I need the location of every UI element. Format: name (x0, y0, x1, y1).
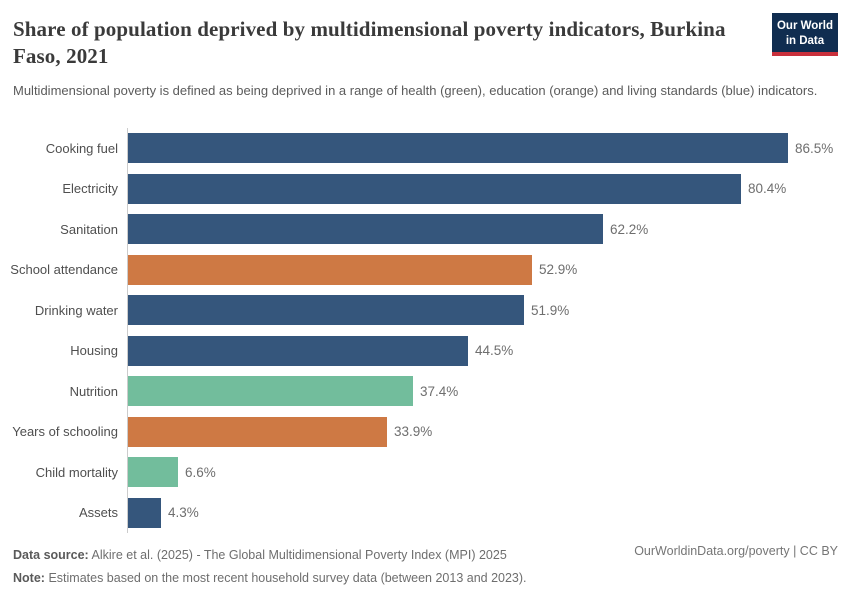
bar[interactable] (128, 254, 532, 285)
owid-logo-line1: Our World (776, 20, 833, 32)
bar-row: Cooking fuel 86.5% (0, 128, 850, 169)
bar-row: Years of schooling 33.9% (0, 411, 850, 452)
bar-track: 33.9% (127, 411, 850, 452)
owid-logo[interactable]: Our World in Data (771, 13, 838, 56)
value-label: 33.9% (394, 424, 433, 440)
value-label: 52.9% (539, 262, 578, 278)
chart-footer: Data source: Alkire et al. (2025) - The … (13, 544, 838, 589)
category-label: Cooking fuel (45, 140, 118, 156)
bar[interactable] (128, 133, 788, 164)
bar-chart: Cooking fuel 86.5% Electricity 80.4% Sanitat… (0, 128, 850, 533)
note-text: Estimates based on the most recent house… (48, 570, 527, 585)
data-source-label: Data source: (13, 548, 89, 562)
category-label: Housing (70, 343, 118, 359)
bar[interactable] (128, 173, 741, 204)
chart-header: Share of population deprived by multidim… (13, 13, 838, 101)
value-label: 4.3% (168, 505, 199, 521)
bar[interactable] (128, 457, 178, 488)
value-label: 62.2% (610, 221, 649, 237)
value-label: 6.6% (185, 464, 216, 480)
category-label: Drinking water (34, 302, 118, 318)
bar-track: 6.6% (127, 452, 850, 493)
value-label: 86.5% (795, 140, 834, 156)
data-source-line: Data source: Alkire et al. (2025) - The … (13, 544, 527, 567)
bar-track: 80.4% (127, 168, 850, 209)
chart-subtitle: Multidimensional poverty is defined as b… (13, 83, 818, 99)
category-label: School attendance (10, 262, 118, 278)
value-label: 37.4% (420, 383, 459, 399)
bar-row: Drinking water 51.9% (0, 290, 850, 331)
owid-license-link[interactable]: OurWorldinData.org/poverty | CC BY (634, 544, 838, 558)
note-line: Note: Estimates based on the most recent… (13, 567, 527, 590)
bar-row: School attendance 52.9% (0, 249, 850, 290)
note-label: Note: (13, 570, 45, 585)
bar[interactable] (128, 214, 603, 245)
bar-track: 44.5% (127, 330, 850, 371)
bar[interactable] (128, 295, 524, 326)
bar-track: 4.3% (127, 492, 850, 533)
bar[interactable] (128, 416, 387, 447)
bar-row: Nutrition 37.4% (0, 371, 850, 412)
bar-track: 62.2% (127, 209, 850, 250)
data-source-text: Alkire et al. (2025) - The Global Multid… (91, 548, 507, 562)
category-label: Child mortality (35, 464, 118, 480)
bar-track: 52.9% (127, 249, 850, 290)
bar[interactable] (128, 335, 468, 366)
footer-notes: Data source: Alkire et al. (2025) - The … (13, 544, 527, 589)
bar-row: Sanitation 62.2% (0, 209, 850, 250)
value-label: 44.5% (475, 343, 514, 359)
bar-row: Electricity 80.4% (0, 168, 850, 209)
bar-track: 37.4% (127, 371, 850, 412)
owid-logo-line2: in Data (785, 34, 825, 47)
bar-track: 51.9% (127, 290, 850, 331)
bar-row: Child mortality 6.6% (0, 452, 850, 493)
bar-row: Housing 44.5% (0, 330, 850, 371)
category-label: Sanitation (60, 221, 118, 237)
category-label: Electricity (62, 181, 118, 197)
value-label: 80.4% (748, 181, 787, 197)
bar-row: Assets 4.3% (0, 492, 850, 533)
category-label: Assets (78, 505, 118, 521)
page-title: Share of population deprived by multidim… (13, 17, 726, 68)
bar[interactable] (128, 497, 161, 528)
category-label: Nutrition (69, 383, 118, 399)
bar[interactable] (128, 376, 413, 407)
bar-track: 86.5% (127, 128, 850, 169)
category-label: Years of schooling (12, 424, 118, 440)
value-label: 51.9% (531, 302, 570, 318)
